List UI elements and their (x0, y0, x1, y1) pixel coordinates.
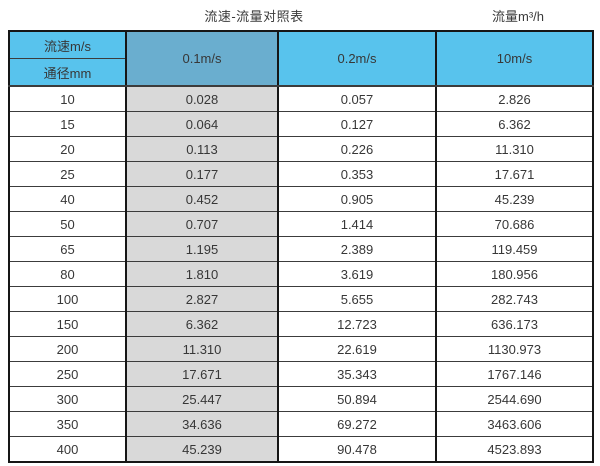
flow-value-cell: 17.671 (125, 361, 279, 387)
header-column-10ms: 10m/s (435, 30, 594, 87)
diameter-cell: 10 (8, 85, 127, 112)
diameter-cell: 25 (8, 161, 127, 187)
diameter-cell: 400 (8, 436, 127, 463)
flow-value-cell: 0.353 (277, 161, 437, 187)
flow-value-cell: 0.057 (277, 85, 437, 112)
table-row: 15 0.064 0.127 6.362 (8, 111, 594, 137)
flow-value-cell: 0.127 (277, 111, 437, 137)
header-column-0.2ms: 0.2m/s (277, 30, 437, 87)
flow-value-cell: 0.226 (277, 136, 437, 162)
diameter-cell: 65 (8, 236, 127, 262)
table-row: 10 0.028 0.057 2.826 (8, 85, 594, 112)
diameter-cell: 40 (8, 186, 127, 212)
flow-value-cell: 5.655 (277, 286, 437, 312)
flow-value-cell: 17.671 (435, 161, 594, 187)
diameter-cell: 300 (8, 386, 127, 412)
table-row: 65 1.195 2.389 119.459 (8, 236, 594, 262)
flow-value-cell: 0.707 (125, 211, 279, 237)
flow-value-cell: 1130.973 (435, 336, 594, 362)
flow-value-cell: 12.723 (277, 311, 437, 337)
flow-value-cell: 0.113 (125, 136, 279, 162)
diameter-cell: 150 (8, 311, 127, 337)
table-row: 250 17.671 35.343 1767.146 (8, 361, 594, 387)
flow-value-cell: 0.064 (125, 111, 279, 137)
flow-value-cell: 119.459 (435, 236, 594, 262)
flow-value-cell: 6.362 (125, 311, 279, 337)
table-row: 40 0.452 0.905 45.239 (8, 186, 594, 212)
flow-value-cell: 69.272 (277, 411, 437, 437)
table-body: 10 0.028 0.057 2.826 15 0.064 0.127 6.362 20 0.11… (8, 85, 594, 463)
flow-value-cell: 35.343 (277, 361, 437, 387)
flow-value-cell: 3.619 (277, 261, 437, 287)
flow-value-cell: 11.310 (435, 136, 594, 162)
flow-value-cell: 4523.893 (435, 436, 594, 463)
table-row: 100 2.827 5.655 282.743 (8, 286, 594, 312)
table-row: 80 1.810 3.619 180.956 (8, 261, 594, 287)
flow-value-cell: 1.414 (277, 211, 437, 237)
diameter-cell: 50 (8, 211, 127, 237)
page-title: 流速-流量对照表 (204, 9, 304, 24)
flow-value-cell: 0.452 (125, 186, 279, 212)
flow-value-cell: 0.905 (277, 186, 437, 212)
flow-value-cell: 2.827 (125, 286, 279, 312)
diameter-cell: 100 (8, 286, 127, 312)
table-row: 300 25.447 50.894 2544.690 (8, 386, 594, 412)
flow-value-cell: 3463.606 (435, 411, 594, 437)
flow-value-cell: 90.478 (277, 436, 437, 463)
flow-value-cell: 2.389 (277, 236, 437, 262)
diameter-cell: 350 (8, 411, 127, 437)
table-row: 400 45.239 90.478 4523.893 (8, 436, 594, 463)
table-row: 200 11.310 22.619 1130.973 (8, 336, 594, 362)
table-header: 流速m/s 0.1m/s 0.2m/s 10m/s 通径mm (8, 30, 594, 87)
flow-value-cell: 50.894 (277, 386, 437, 412)
diameter-cell: 20 (8, 136, 127, 162)
flow-value-cell: 1.195 (125, 236, 279, 262)
header-velocity-label: 流速m/s (8, 30, 127, 59)
diameter-cell: 80 (8, 261, 127, 287)
flow-value-cell: 1767.146 (435, 361, 594, 387)
diameter-cell: 250 (8, 361, 127, 387)
diameter-cell: 15 (8, 111, 127, 137)
flow-value-cell: 1.810 (125, 261, 279, 287)
table-row: 20 0.113 0.226 11.310 (8, 136, 594, 162)
flow-value-cell: 22.619 (277, 336, 437, 362)
flow-value-cell: 6.362 (435, 111, 594, 137)
diameter-cell: 200 (8, 336, 127, 362)
flow-value-cell: 180.956 (435, 261, 594, 287)
flow-value-cell: 0.028 (125, 85, 279, 112)
table-row: 25 0.177 0.353 17.671 (8, 161, 594, 187)
flow-value-cell: 34.636 (125, 411, 279, 437)
table-row: 50 0.707 1.414 70.686 (8, 211, 594, 237)
flow-value-cell: 45.239 (125, 436, 279, 463)
header-column-0.1ms: 0.1m/s (125, 30, 279, 87)
header-diameter-label: 通径mm (8, 58, 127, 87)
flow-value-cell: 2544.690 (435, 386, 594, 412)
flow-value-cell: 282.743 (435, 286, 594, 312)
flow-value-cell: 2.826 (435, 85, 594, 112)
flow-value-cell: 0.177 (125, 161, 279, 187)
flow-unit-label: 流量m³/h (491, 9, 544, 24)
flow-value-cell: 25.447 (125, 386, 279, 412)
table-row: 350 34.636 69.272 3463.606 (8, 411, 594, 437)
flow-value-cell: 70.686 (435, 211, 594, 237)
flow-value-cell: 11.310 (125, 336, 279, 362)
table-row: 150 6.362 12.723 636.173 (8, 311, 594, 337)
flow-value-cell: 636.173 (435, 311, 594, 337)
flow-value-cell: 45.239 (435, 186, 594, 212)
flow-rate-table: 流速m/s 0.1m/s 0.2m/s 10m/s 通径mm 10 0.028 0.… (8, 30, 594, 463)
